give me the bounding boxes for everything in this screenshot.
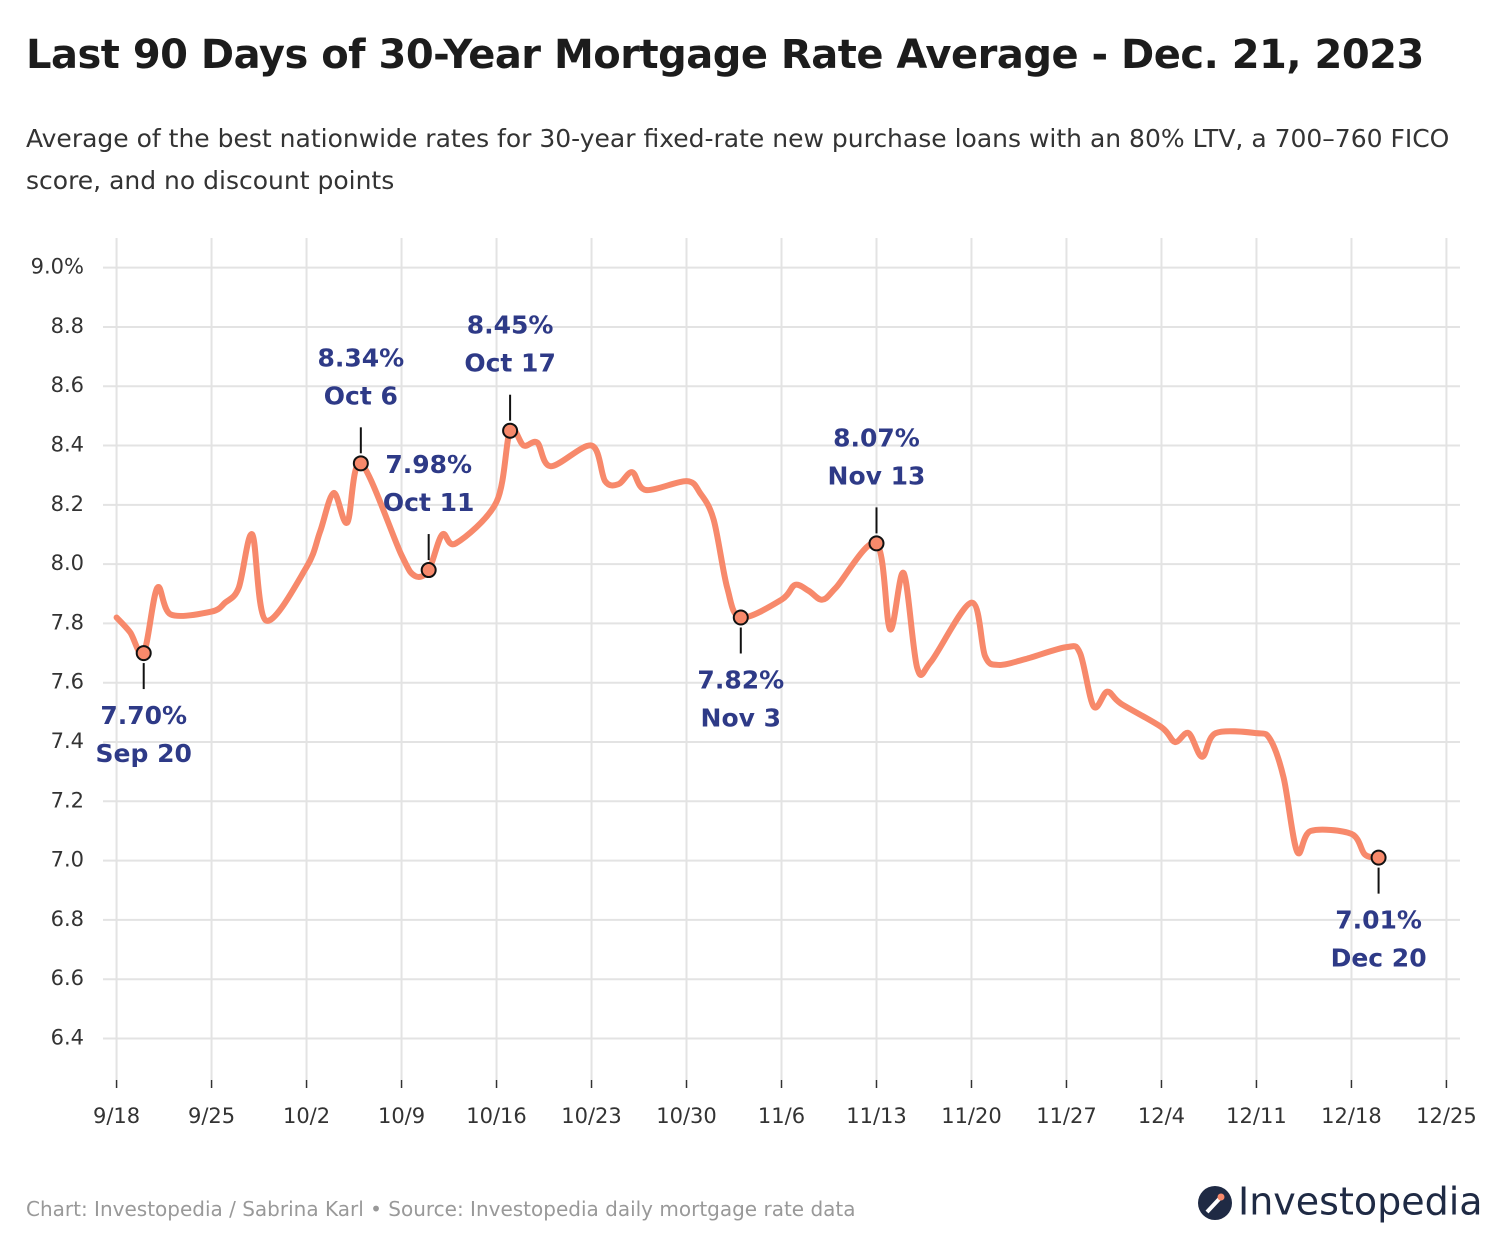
annotation-date: Sep 20	[96, 739, 192, 768]
x-tick-label: 12/11	[1226, 1104, 1287, 1128]
annotation-date: Oct 11	[383, 488, 475, 517]
annotation-marker	[352, 455, 369, 472]
annotation-date: Oct 6	[324, 381, 398, 410]
annotation-value: 7.98%	[385, 450, 472, 479]
y-tick-label: 8.4	[51, 433, 84, 457]
annotation-marker	[420, 562, 437, 579]
logo-icon-dot	[1217, 1193, 1225, 1201]
x-tick-label: 10/2	[283, 1104, 330, 1128]
y-tick-label: 8.8	[51, 314, 84, 338]
y-tick-label: 7.8	[51, 610, 84, 634]
y-tick-label: 8.0	[51, 551, 84, 575]
x-tick-label: 11/27	[1036, 1104, 1097, 1128]
annotation-value: 8.45%	[467, 311, 554, 340]
x-tick-label: 12/4	[1138, 1104, 1185, 1128]
y-tick-label: 7.2	[51, 788, 84, 812]
annotation-marker	[732, 609, 749, 626]
annotation-marker	[135, 645, 152, 662]
annotation-value: 7.82%	[697, 665, 784, 694]
x-tick-label: 11/13	[846, 1104, 907, 1128]
x-tick-label: 10/30	[656, 1104, 717, 1128]
y-tick-label: 6.4	[51, 1025, 84, 1049]
annotation-value: 8.34%	[317, 343, 404, 372]
annotation-date: Nov 13	[828, 461, 926, 490]
y-tick-label: 8.2	[51, 492, 84, 516]
x-tick-label: 11/6	[758, 1104, 805, 1128]
y-tick-label: 7.0	[51, 848, 84, 872]
x-tick-label: 12/25	[1416, 1104, 1477, 1128]
brand-logo: Investopedia	[1198, 1180, 1483, 1224]
chart-title: Last 90 Days of 30-Year Mortgage Rate Av…	[26, 32, 1424, 78]
annotation-marker	[502, 422, 519, 439]
x-tick-label: 10/16	[466, 1104, 527, 1128]
source-note: Chart: Investopedia / Sabrina Karl • Sou…	[26, 1197, 856, 1221]
x-tick-label: 10/23	[561, 1104, 622, 1128]
x-tick-label: 10/9	[378, 1104, 425, 1128]
annotation-value: 7.01%	[1335, 906, 1422, 935]
x-tick-label: 12/18	[1321, 1104, 1382, 1128]
y-tick-label: 6.6	[51, 966, 84, 990]
annotation-value: 7.70%	[100, 701, 187, 730]
brand-name: Investopedia	[1238, 1180, 1483, 1224]
rate-line	[113, 425, 1382, 861]
x-tick-label: 11/20	[941, 1104, 1002, 1128]
annotation-value: 8.07%	[833, 423, 920, 452]
annotation-date: Oct 17	[464, 349, 556, 378]
annotation-date: Nov 3	[701, 703, 782, 732]
annotation-marker	[868, 535, 885, 552]
x-tick-label: 9/25	[188, 1104, 235, 1128]
y-tick-label: 7.6	[51, 670, 84, 694]
annotation-date: Dec 20	[1331, 944, 1427, 973]
y-tick-label: 6.8	[51, 907, 84, 931]
y-tick-label: 7.4	[51, 729, 84, 753]
y-tick-label: 9.0%	[31, 255, 84, 279]
chart-subtitle: Average of the best nationwide rates for…	[26, 124, 1450, 195]
annotation-marker	[1370, 849, 1387, 866]
y-tick-label: 8.6	[51, 373, 84, 397]
grid	[103, 238, 1460, 1080]
x-tick-label: 9/18	[93, 1104, 140, 1128]
